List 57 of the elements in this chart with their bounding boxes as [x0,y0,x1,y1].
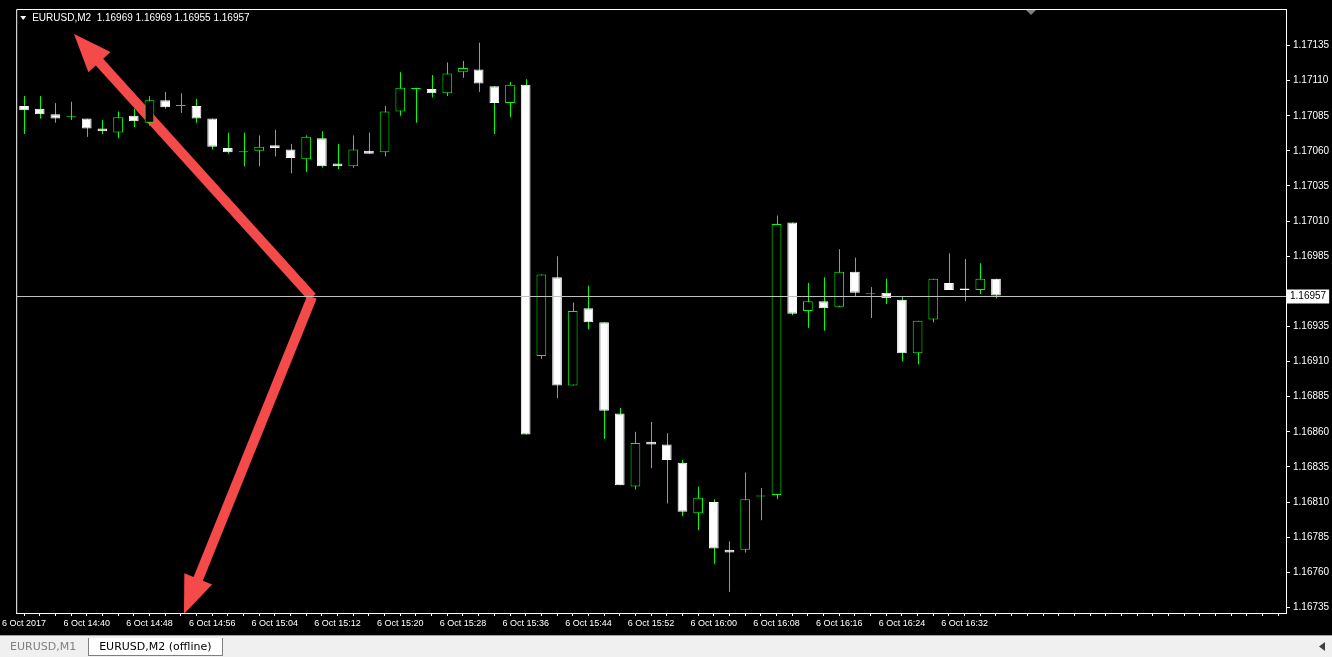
x-tick-label: 6 Oct 15:20 [377,617,424,628]
y-tick-label: 1.16810 [1293,495,1330,507]
y-tick-label: 1.17060 [1293,144,1330,156]
text: EURUSD,M1 [9,639,78,655]
candlestick [944,252,954,291]
y-tick-label: 1.17035 [1293,179,1330,191]
y-tick-label: 1.16935 [1293,320,1330,332]
x-tick-label: 6 Oct 2017 [2,617,47,628]
candlestick [19,95,29,135]
y-tick-label: 1.17085 [1293,109,1330,121]
candlestick [222,132,233,155]
y-tick-label: 1.16910 [1293,355,1330,367]
y-tick-label: 1.17110 [1293,74,1329,86]
x-tick-label: 6 Oct 15:28 [439,617,487,628]
x-tick-label: 6 Oct 16:32 [941,617,988,628]
candlestick [270,129,280,157]
candlestick [583,285,594,330]
candlestick [473,42,484,93]
x-tick-label: 6 Oct 15:04 [251,617,299,628]
y-tick-label: 1.16835 [1293,460,1330,472]
y-tick-label: 1.16785 [1293,530,1330,542]
candlestick [395,71,406,117]
x-tick-label: 6 Oct 16:16 [815,617,863,628]
x-tick-label: 6 Oct 16:08 [753,617,800,628]
candlestick [254,134,265,167]
y-tick-label: 1.16985 [1293,249,1330,261]
y-tick-label: 1.16760 [1293,566,1330,578]
x-tick-label: 6 Oct 14:40 [63,617,110,628]
candlestick [724,540,735,593]
x-tick-label: 6 Oct 14:56 [188,617,236,628]
x-tick-label: 6 Oct 15:12 [314,617,361,628]
candlestick [285,143,296,174]
candlestick [301,134,312,173]
x-tick-label: 6 Oct 15:52 [627,617,675,628]
candlestick [850,257,860,298]
candlestick [442,61,453,97]
x-tick-label: 6 Oct 15:36 [502,617,549,628]
y-tick-label: 1.16885 [1293,390,1330,402]
candlestick [144,95,155,127]
chart-title: EURUSD,M2 1.16969 1.16969 1.16955 1.16957 [32,11,251,23]
x-tick-label: 6 Oct 16:24 [878,617,926,628]
candlestick [50,102,61,124]
candlestick [191,98,202,124]
ref-line-label: 1.16957 [1290,290,1327,302]
x-tick-label: 6 Oct 15:44 [565,617,612,628]
x-tick-label: 6 Oct 14:48 [126,617,173,628]
x-tick-label: 6 Oct 16:00 [690,617,738,628]
candlestick [661,432,672,504]
candlestick [505,81,515,118]
y-tick-label: 1.16860 [1293,425,1330,437]
y-tick-label: 1.16735 [1293,601,1330,613]
candlestick [348,134,359,169]
candlestick [489,85,500,135]
candlestick [175,92,186,114]
y-tick-label: 1.17135 [1293,39,1330,51]
y-tick-label: 1.17010 [1293,214,1330,226]
candlestick [818,276,829,332]
